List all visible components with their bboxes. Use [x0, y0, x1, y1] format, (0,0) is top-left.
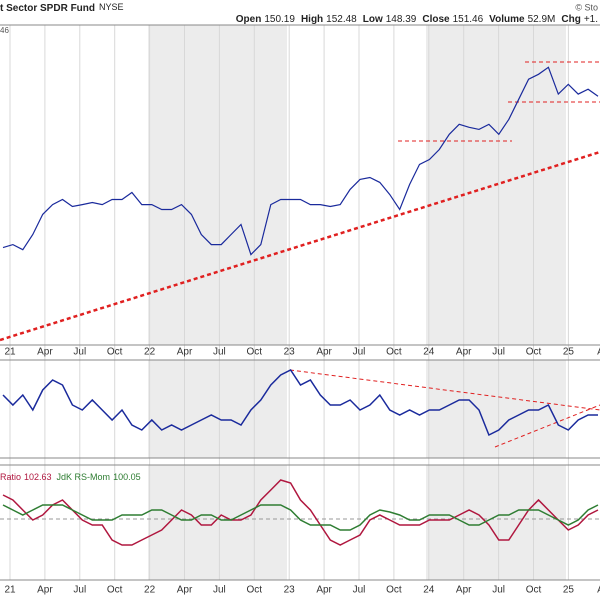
x-tick-label: Apr — [316, 347, 332, 358]
x-tick-label: 21 — [4, 347, 16, 358]
x-tick-label: 25 — [563, 585, 575, 596]
x-tick-label: 23 — [284, 585, 296, 596]
marks: 21 Apr Jul Oct 22 Apr Jul Oct 23 Apr Jul Oct 24 Apr Ju… — [2, 66, 600, 596]
x-tick-label: 22 — [144, 585, 156, 596]
quote-value: 52.9M — [528, 14, 556, 25]
x-tick-label: Jul — [492, 347, 505, 358]
copyright: © Sto — [575, 2, 598, 12]
legend-name: JdK RS-Mom — [57, 472, 111, 482]
annotations — [0, 61, 600, 520]
x-tick-label: Jul — [353, 347, 366, 358]
quote: Open 150.19 High 152.48 Low 148.39 Close 151.46… — [236, 14, 598, 25]
x-tick-label: Oct — [526, 585, 542, 596]
x-tick-label: Apr — [456, 347, 472, 358]
fund-name: t Sector SPDR Fund — [0, 3, 95, 14]
quote-label: Volume — [489, 14, 525, 25]
x-tick-label: Jul — [73, 585, 86, 596]
quote-label: Open — [236, 14, 262, 25]
legend-value: 100.05 — [113, 472, 141, 482]
x-tick-label: Jul — [353, 585, 366, 596]
quote-label: Chg — [561, 14, 580, 25]
x-tick-label: Jul — [492, 585, 505, 596]
grid — [9, 25, 569, 580]
x-tick-label: Apr — [37, 347, 53, 358]
quote-value: 148.39 — [386, 14, 417, 25]
series-line — [2, 369, 598, 437]
x-tick-label: 21 — [4, 585, 16, 596]
x-tick-label: 23 — [284, 347, 296, 358]
x-tick-label: 24 — [423, 347, 435, 358]
x-tick-label: 25 — [563, 347, 575, 358]
quote-label: Close — [422, 14, 450, 25]
x-tick-label: Apr — [177, 585, 193, 596]
x-tick-label: Ap — [597, 585, 600, 596]
series-line — [2, 479, 599, 546]
quote-value: 152.48 — [326, 14, 357, 25]
corner-label: 46 — [0, 26, 9, 35]
panel-borders — [0, 24, 600, 581]
quote-value: 151.46 — [453, 14, 484, 25]
x-tick-label: Oct — [107, 585, 123, 596]
quote-label: Low — [363, 14, 383, 25]
x-tick-label: Apr — [37, 585, 53, 596]
x-tick-label: Jul — [73, 347, 86, 358]
x-tick-label: Apr — [316, 585, 332, 596]
x-tick-label: Oct — [386, 585, 402, 596]
x-tick-label: Jul — [213, 585, 226, 596]
x-tick-label: Oct — [526, 347, 542, 358]
legend: Ratio 102.63 JdK RS-Mom 100.05 — [0, 472, 141, 482]
legend-name: Ratio — [0, 472, 21, 482]
x-tick-label: Ap — [597, 347, 600, 358]
exchange: NYSE — [99, 2, 124, 12]
quote-value: 150.19 — [264, 14, 295, 25]
x-tick-label: 22 — [144, 347, 156, 358]
series-line — [2, 66, 599, 256]
x-tick-label: Oct — [247, 585, 263, 596]
series-line — [2, 504, 599, 531]
quote-label: High — [301, 14, 323, 25]
x-tick-label: Apr — [177, 347, 193, 358]
year-shading — [148, 25, 566, 580]
x-tick-label: Oct — [247, 347, 263, 358]
x-tick-label: Oct — [386, 347, 402, 358]
x-tick-label: 24 — [423, 585, 435, 596]
x-tick-label: Apr — [456, 585, 472, 596]
x-tick-label: Oct — [107, 347, 123, 358]
legend-value: 102.63 — [24, 472, 52, 482]
x-tick-label: Jul — [213, 347, 226, 358]
fund-title: t Sector SPDR Fund NYSE — [0, 2, 124, 13]
quote-value: +1. — [584, 14, 598, 25]
